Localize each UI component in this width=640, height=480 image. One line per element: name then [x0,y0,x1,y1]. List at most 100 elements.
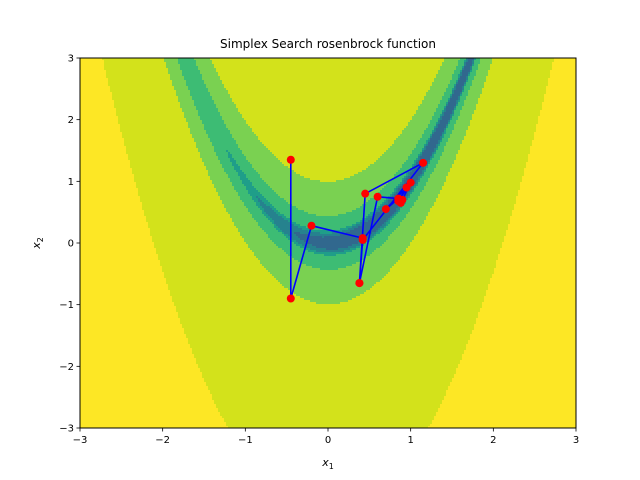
contour-band-segment [264,210,275,213]
contour-band-segment [470,336,576,339]
contour-band-segment [482,92,547,95]
contour-band-segment [250,194,263,197]
contour-band-segment [80,344,191,347]
contour-band-segment [492,58,555,61]
contour-band-segment [426,94,445,97]
contour-band-segment [80,154,129,157]
contour-band-segment [462,142,533,145]
contour-band-segment [400,210,411,213]
contour-band-segment [436,126,439,129]
contour-band-segment [544,94,576,97]
contour-band-segment [110,90,177,93]
contour-band-segment [446,178,523,181]
contour-band-segment [186,84,207,87]
contour-band-segment [436,130,445,133]
contour-band-segment [422,150,425,153]
contour-band-segment [418,180,421,183]
contour-band-segment [372,238,389,241]
contour-band-segment [256,256,293,259]
contour-band-segment [266,146,391,149]
contour-band-segment [444,398,576,401]
contour-band-segment [370,164,403,167]
contour-band-segment [436,412,576,415]
contour-band-segment [430,162,439,165]
contour-band-segment [204,80,223,83]
contour-band-segment [444,134,451,137]
contour-band-segment [436,200,517,203]
contour-band-segment [192,134,209,137]
contour-band-segment [312,266,347,269]
contour-band-segment [298,236,323,239]
contour-band-segment [544,100,576,103]
contour-band-segment [80,356,195,359]
contour-band-segment [164,276,275,279]
contour-band-segment [466,60,469,63]
contour-band-segment [170,294,297,297]
contour-band-segment [490,68,553,71]
contour-band-segment [80,230,151,233]
contour-band-segment [198,364,459,367]
contour-band-segment [80,132,123,135]
contour-band-segment [200,118,223,121]
contour-band-segment [506,234,576,237]
contour-band-segment [428,90,447,93]
contour-band-segment [114,106,181,109]
contour-band-segment [172,80,187,83]
contour-band-segment [80,210,145,213]
contour-band-segment [470,68,473,71]
contour-band-segment [536,128,576,131]
contour-band-segment [320,180,337,183]
contour-band-segment [452,380,576,383]
contour-band-segment [466,344,576,347]
contour-band-segment [460,76,467,79]
contour-band-segment [212,394,447,397]
contour-band-segment [208,170,225,173]
contour-band-segment [432,130,435,133]
contour-band-segment [454,160,529,163]
contour-band-segment [242,150,271,153]
contour-band-segment [124,140,195,143]
contour-band-segment [448,100,451,103]
contour-band-segment [80,136,123,139]
contour-band-segment [286,236,291,239]
contour-band-segment [80,406,217,409]
contour-band-segment [206,86,225,89]
contour-band-segment [432,116,441,119]
x-tick-label: 2 [490,435,496,446]
contour-band-segment [184,328,475,331]
contour-band-segment [80,268,163,271]
contour-band-segment [80,120,119,123]
contour-band-segment [246,174,261,177]
contour-band-segment [170,74,183,77]
contour-band-segment [232,162,237,165]
contour-band-segment [150,232,241,235]
contour-band-segment [384,222,387,225]
contour-band-segment [194,354,463,357]
contour-band-segment [450,98,459,101]
contour-band-segment [270,238,289,241]
contour-band-segment [246,186,255,189]
contour-band-segment [240,148,269,151]
contour-band-segment [408,124,429,127]
contour-band-segment [434,152,437,155]
contour-band-segment [422,148,425,151]
contour-band-segment [406,248,501,251]
contour-band-segment [226,424,431,427]
contour-band-segment [306,226,347,229]
contour-band-segment [80,340,189,343]
contour-band-segment [80,300,173,303]
contour-band-segment [484,300,576,303]
contour-band-segment [388,220,391,223]
contour-band-segment [482,302,576,305]
contour-band-segment [442,132,445,135]
contour-band-segment [238,172,245,175]
contour-band-segment [456,88,463,91]
contour-band-segment [248,160,281,163]
contour-band-segment [300,224,353,227]
contour-band-segment [484,84,549,87]
contour-band-segment [440,136,443,139]
contour-band-segment [448,386,576,389]
contour-band-segment [280,160,377,163]
contour-band-segment [80,96,113,99]
